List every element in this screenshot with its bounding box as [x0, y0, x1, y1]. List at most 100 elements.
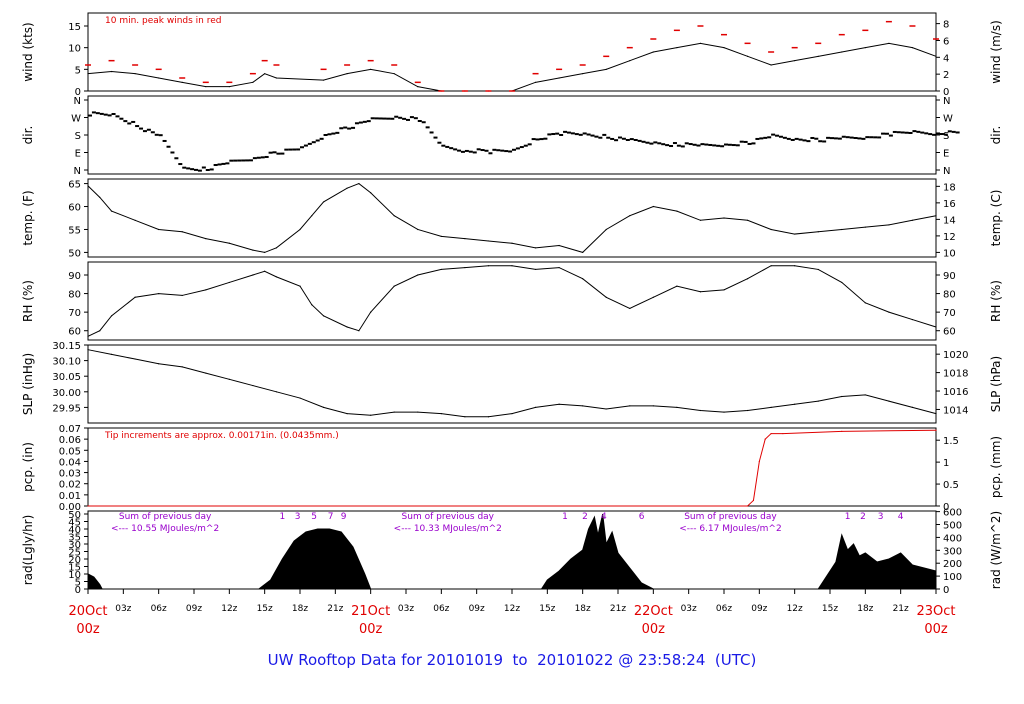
wind-direction-point: [127, 122, 132, 125]
wind-direction-point: [826, 136, 831, 139]
rad-annotation-line1: Sum of previous day: [402, 512, 495, 522]
wind-direction-point: [139, 127, 144, 130]
wind-direction-point: [237, 159, 242, 162]
wind-direction-point: [735, 144, 740, 147]
data-point-temp: [299, 228, 301, 231]
wind-direction-point: [252, 157, 257, 160]
wind-direction-point: [437, 141, 442, 144]
wind-direction-point: [472, 151, 477, 154]
tick-label-right-pcp: 0.5: [943, 480, 959, 491]
data-point-rh: [841, 281, 843, 284]
wind-direction-point: [460, 150, 465, 153]
data-point-rh: [558, 266, 560, 269]
data-point-rh: [770, 265, 772, 267]
tick-label-left-rad: 35: [68, 533, 81, 544]
x-hour-label: 06z: [151, 604, 167, 614]
radiation-area: [87, 513, 937, 590]
wind-direction-point: [402, 117, 407, 120]
wind-direction-point: [692, 143, 697, 146]
rad-annotation-line2: <--- 6.17 MJoules/m^2: [679, 524, 781, 534]
wind-direction-point: [135, 125, 140, 128]
wind-direction-point: [142, 130, 147, 133]
x-hour-label: 12z: [221, 604, 237, 614]
rad-hour-marker: 2: [860, 512, 866, 522]
wind-direction-point: [861, 137, 866, 140]
wind-direction-point: [928, 133, 933, 136]
data-point-rh: [252, 274, 254, 276]
wind-direction-point: [162, 139, 167, 142]
tick-label-left-rh: 90: [68, 271, 81, 282]
data-point-slp: [629, 405, 631, 407]
wind-direction-point: [88, 114, 92, 117]
wind-direction-point: [339, 127, 344, 130]
tick-label-right-dir: N: [943, 166, 950, 177]
data-point-pcp: [764, 438, 766, 440]
wind-direction-point: [818, 140, 823, 143]
wind-direction-point: [335, 131, 340, 134]
data-point-wind: [817, 55, 819, 57]
x-day-label-z: 00z: [76, 622, 100, 637]
tick-label-left-rad: 50: [68, 510, 81, 521]
data-point-rh: [935, 326, 937, 328]
data-point-temp: [464, 238, 466, 240]
wind-direction-point: [739, 140, 744, 143]
wind-direction-point: [778, 135, 783, 138]
data-point-temp: [746, 219, 749, 221]
data-point-temp: [158, 228, 160, 231]
wind-direction-point: [429, 131, 434, 134]
wind-direction-point: [672, 142, 677, 145]
data-point-wind: [864, 47, 866, 49]
x-hour-label: 18z: [857, 604, 873, 614]
data-point-wind: [723, 47, 725, 49]
wind-direction-point: [268, 151, 273, 154]
data-point-wind: [558, 77, 560, 79]
wind-direction-point: [708, 143, 713, 146]
tick-label-right-dir: N: [943, 96, 950, 107]
data-point-rh: [464, 266, 466, 269]
wind-direction-point: [296, 148, 301, 151]
wind-direction-point: [398, 116, 403, 119]
tick-label-left-rad: 40: [68, 525, 81, 536]
tick-label-right-pcp: 1.5: [943, 436, 959, 447]
annotation-pcp: Tip increments are approx. 0.00171in. (0…: [104, 431, 339, 441]
data-point-rh: [417, 274, 419, 276]
wind-direction-point: [209, 168, 214, 171]
x-day-label: 21Oct: [351, 604, 390, 619]
data-point-wind: [158, 77, 160, 79]
data-point-pcp: [758, 460, 760, 463]
wind-direction-point: [680, 145, 685, 148]
data-point-slp: [181, 366, 183, 368]
wind-direction-point: [602, 133, 607, 136]
tick-label-left-temp: 65: [68, 180, 81, 191]
wind-direction-point: [441, 144, 446, 147]
wind-direction-point: [669, 145, 674, 148]
tick-label-left-pcp: 0.06: [59, 435, 81, 446]
data-point-wind: [935, 55, 937, 57]
wind-direction-point: [782, 136, 787, 139]
wind-direction-point: [676, 144, 681, 147]
data-point-rh: [110, 315, 113, 317]
rad-annotation-line2: <--- 10.55 MJoules/m^2: [111, 524, 219, 534]
data-point-slp: [158, 363, 160, 365]
data-point-wind: [181, 81, 183, 83]
data-point-rh: [652, 296, 654, 298]
data-point-rh: [723, 289, 725, 291]
wind-direction-point: [303, 144, 308, 147]
tick-label-right-temp: 18: [943, 182, 956, 193]
wind-direction-point: [205, 169, 210, 171]
tick-label-right-temp: 16: [943, 199, 956, 210]
data-point-rh: [487, 265, 490, 267]
wind-direction-point: [767, 136, 772, 139]
wind-direction-point: [578, 133, 583, 136]
data-point-wind: [652, 51, 654, 53]
data-point-slp: [864, 394, 866, 396]
tick-label-right-wind: 8: [943, 20, 949, 31]
ylabel-right-dir: dir.: [989, 126, 1003, 145]
data-point-slp: [558, 403, 560, 405]
wind-direction-point: [315, 139, 320, 142]
ylabel-left-pcp: pcp. (in): [21, 442, 35, 492]
wind-direction-point: [233, 159, 238, 162]
wind-direction-point: [150, 131, 155, 134]
